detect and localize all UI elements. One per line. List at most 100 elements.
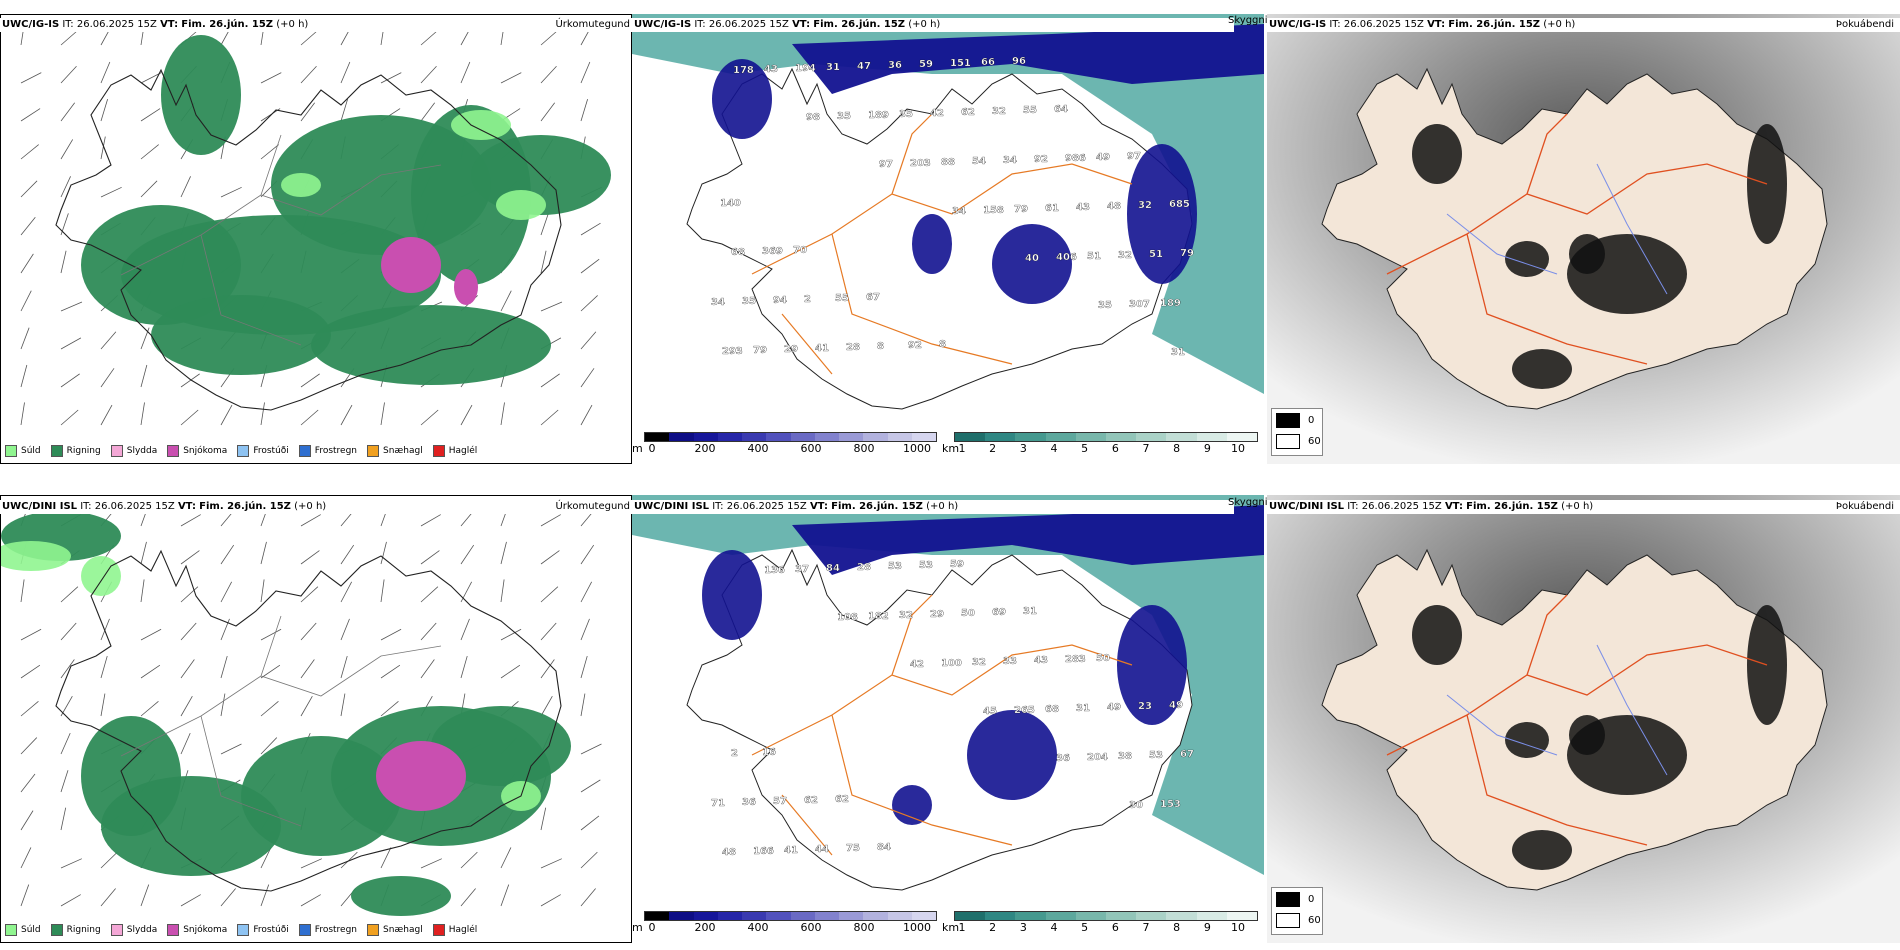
colorbar-ticks: 0 200 400 600 800 1000	[632, 921, 937, 935]
wind-barb	[100, 888, 116, 907]
colorbar-bin	[1015, 433, 1046, 441]
precip-header-2: UWC/DINI ISL IT: 26.06.2025 15Z VT: Fim.…	[0, 500, 634, 514]
ceiling-value-label: 30	[1129, 800, 1143, 811]
cloud-legend-1: 0 60	[1271, 408, 1323, 456]
wind-barb	[540, 659, 555, 679]
coastline	[55, 549, 562, 892]
ceiling-value-label: 97	[879, 159, 893, 170]
wind-barb	[380, 664, 401, 679]
precip-legend-item: Frostúði	[237, 445, 289, 457]
legend-label: Frostregn	[314, 446, 358, 456]
precip-legend-item: Frostregn	[298, 445, 358, 457]
rain-area	[311, 305, 551, 385]
colorbar-bin	[790, 912, 815, 920]
wind-barb	[300, 29, 319, 46]
wind-barb	[220, 888, 236, 907]
colorbar-tick: 5	[1081, 921, 1089, 934]
colorbar-bin	[814, 433, 839, 441]
wind-barb	[140, 700, 159, 717]
wind-barb	[300, 622, 317, 641]
colorbar-bin	[985, 433, 1016, 441]
ceiling-value-label: 8	[939, 339, 946, 350]
fog-area	[1569, 715, 1605, 755]
colorbar-tick: 3	[1019, 921, 1027, 934]
lead-time: (+0 h)	[276, 19, 309, 30]
wind-barb	[140, 628, 162, 641]
colorbar-bin	[645, 433, 670, 441]
wind-barb	[340, 655, 348, 679]
wind-barb	[140, 364, 148, 388]
wind-barb	[380, 72, 402, 84]
colorbar-bin	[645, 912, 670, 920]
wind-barb	[60, 659, 75, 679]
wind-barb	[580, 743, 602, 755]
wind-barb	[420, 29, 439, 46]
ceiling-value-label: 32	[992, 106, 1006, 117]
ceiling-value-label: 55	[835, 293, 849, 304]
wind-barb	[180, 622, 197, 641]
ceiling-header-2: UWC/DINI ISL IT: 26.06.2025 15Z VT: Fim.…	[632, 500, 1234, 514]
wind-barb	[140, 664, 161, 679]
ceiling-value-label: 43	[1076, 202, 1090, 213]
wind-barb	[500, 541, 507, 565]
ceiling-value-label: 16	[762, 747, 776, 758]
ceiling-value-label: 37	[795, 564, 809, 575]
low-ceiling-area	[992, 224, 1072, 304]
low-ceiling-area	[912, 214, 952, 274]
wind-barb	[340, 404, 353, 426]
ceiling-value-label: 57	[773, 796, 787, 807]
wind-barb	[500, 402, 505, 426]
ceiling-value-label: 45	[983, 706, 997, 717]
legend-swatch	[50, 924, 63, 936]
wind-barb	[300, 102, 316, 122]
colorbar-bin	[1226, 433, 1258, 441]
wind-barb	[140, 144, 159, 160]
colorbar-tick: 800	[853, 921, 875, 934]
ceiling-value-label: 42	[910, 659, 924, 670]
ceiling-value-label: 29	[784, 344, 798, 355]
wind-barb	[380, 541, 387, 565]
precip-map-1	[1, 15, 631, 463]
wind-barb	[220, 693, 226, 717]
cloud-map-2	[1267, 495, 1900, 943]
wind-barb	[540, 250, 547, 274]
colorbar-tick: 8	[1173, 442, 1181, 455]
wind-barb	[380, 579, 385, 603]
ceiling-value-label: 43	[764, 64, 778, 75]
ceiling-value-label: 71	[711, 798, 725, 809]
wind-barb	[60, 139, 74, 160]
wind-barb	[140, 180, 158, 198]
vt-label: VT:	[1427, 19, 1446, 30]
ceiling-value-label: 166	[753, 846, 774, 857]
vt-label: VT:	[160, 19, 179, 30]
low-ceiling-area	[1127, 144, 1197, 284]
colorbar-tick: 800	[853, 442, 875, 455]
colorbar-tick: 10	[1231, 921, 1245, 934]
ceiling-value-label: 182	[868, 611, 889, 622]
colorbar-tick: 600	[800, 442, 822, 455]
colorbar-bin	[839, 912, 864, 920]
ceiling-value-label: 33	[1003, 656, 1017, 667]
ceiling-value-label: 31	[826, 62, 840, 73]
ceiling-value-label: 61	[1045, 203, 1059, 214]
road-outline	[120, 615, 442, 827]
ceiling-value-label: 406	[1056, 252, 1077, 263]
colorbar-tick: 1000	[903, 921, 931, 934]
wind-barb	[460, 851, 478, 869]
low-ceiling-north	[792, 505, 1264, 575]
wind-barb	[420, 586, 439, 603]
ceiling-value-label: 53	[1149, 750, 1163, 761]
ceiling-value-label: 70	[793, 245, 807, 256]
wind-barb	[180, 550, 200, 565]
ceiling-value-label: 31	[1023, 606, 1037, 617]
colorbar-tick: 200	[694, 921, 716, 934]
colorbar-bin	[887, 912, 912, 920]
low-ceiling-north	[792, 24, 1264, 94]
wind-barb	[20, 884, 30, 907]
wind-barb	[180, 409, 199, 426]
wind-barb	[500, 290, 512, 312]
ceiling-value-label: 92	[1034, 154, 1048, 165]
wind-barb	[380, 402, 385, 426]
colorbar-bin	[911, 433, 936, 441]
colorbar-tick: 0	[648, 442, 656, 455]
